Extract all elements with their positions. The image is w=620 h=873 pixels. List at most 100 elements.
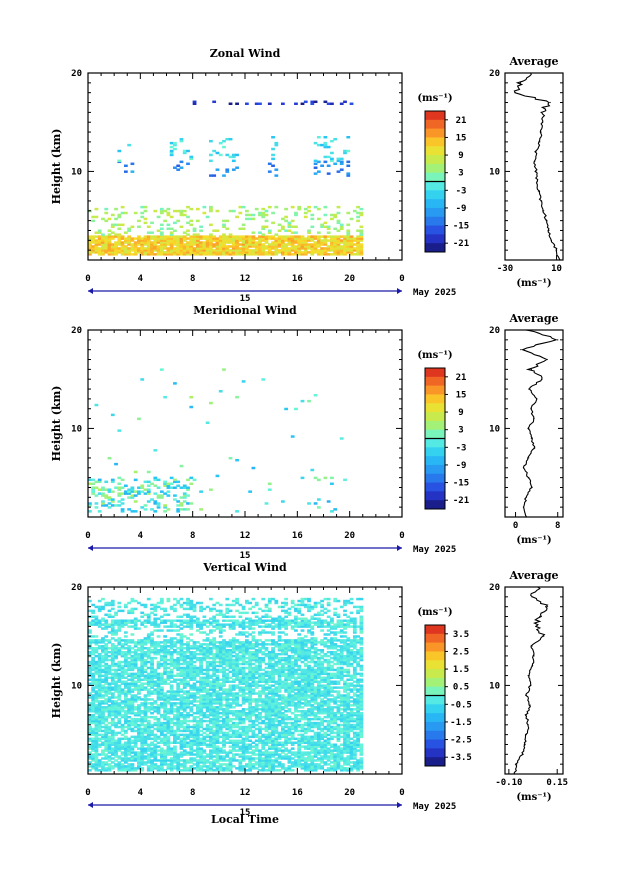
data-cell	[254, 702, 259, 705]
data-cell	[88, 502, 92, 505]
data-cell	[225, 702, 230, 705]
data-cell	[159, 654, 164, 658]
data-cell	[261, 237, 266, 240]
data-cell	[130, 660, 135, 664]
data-cell	[127, 706, 132, 709]
data-cell	[192, 682, 197, 685]
data-cell	[316, 478, 321, 482]
data-cell	[264, 763, 269, 766]
data-cell	[251, 466, 256, 470]
data-cell	[163, 658, 167, 662]
data-cell	[146, 710, 151, 713]
data-cell	[225, 733, 230, 737]
data-cell	[169, 623, 174, 626]
data-cell	[258, 253, 262, 256]
data-cell	[176, 688, 181, 691]
data-cell	[264, 717, 269, 721]
data-cell	[248, 694, 253, 697]
data-cell	[101, 713, 105, 717]
data-cell	[182, 739, 187, 743]
data-cell	[110, 237, 115, 240]
data-cell	[159, 207, 164, 211]
data-cell	[137, 417, 141, 421]
data-cell	[235, 723, 239, 727]
data-cell	[212, 639, 217, 642]
data-cell	[123, 253, 128, 256]
data-cell	[346, 243, 351, 246]
data-cell	[127, 621, 132, 624]
data-cell	[300, 399, 305, 403]
data-cell	[209, 674, 213, 678]
data-cell	[133, 627, 138, 630]
date-line-arrow	[397, 288, 402, 294]
data-cell	[313, 245, 318, 248]
data-cell	[182, 719, 187, 723]
data-cell	[153, 647, 158, 650]
data-cell	[241, 625, 246, 628]
data-cell	[133, 741, 138, 744]
data-cell	[166, 749, 171, 752]
data-cell	[251, 710, 256, 713]
data-cell	[248, 713, 253, 717]
data-cell	[91, 676, 96, 680]
data-cell	[212, 670, 217, 674]
data-cell	[245, 631, 249, 634]
data-cell	[264, 652, 269, 656]
data-cell	[182, 652, 187, 656]
data-cell	[143, 605, 148, 609]
data-cell	[264, 692, 269, 695]
data-cell	[91, 251, 96, 254]
data-cell	[195, 656, 200, 660]
data-cell	[169, 249, 174, 252]
data-cell	[176, 484, 181, 487]
data-cell	[261, 715, 266, 719]
data-cell	[231, 662, 236, 666]
data-cell	[130, 674, 135, 678]
data-cell	[241, 686, 246, 689]
data-cell	[192, 102, 197, 105]
data-cell	[101, 684, 105, 687]
data-cell	[274, 174, 279, 177]
data-cell	[222, 670, 226, 674]
data-cell	[94, 662, 99, 666]
data-cell	[101, 492, 105, 495]
data-cell	[153, 449, 158, 452]
data-cell	[156, 674, 161, 678]
data-cell	[150, 682, 154, 685]
data-cell	[104, 674, 109, 678]
data-cell	[264, 219, 269, 223]
data-cell	[173, 253, 177, 256]
data-cell	[123, 239, 128, 242]
data-cell	[251, 605, 256, 609]
data-cell	[114, 763, 118, 766]
data-cell	[163, 209, 167, 213]
data-cell	[192, 229, 197, 232]
data-cell	[120, 680, 125, 683]
data-cell	[245, 737, 249, 741]
data-cell	[101, 639, 105, 642]
data-cell	[251, 733, 256, 737]
data-cell	[186, 488, 190, 491]
data-cell	[179, 241, 184, 244]
data-cell	[143, 751, 148, 754]
data-cell	[173, 694, 177, 697]
data-cell	[238, 235, 243, 238]
data-cell	[127, 662, 132, 666]
data-cell	[349, 243, 354, 246]
data-cell	[326, 155, 331, 159]
profile-point	[543, 210, 545, 212]
y-tick-label: 20	[71, 69, 82, 79]
data-cell	[195, 649, 200, 652]
data-cell	[228, 735, 233, 739]
data-cell	[176, 682, 181, 685]
data-cell	[245, 751, 249, 754]
data-cell	[110, 751, 115, 754]
data-cell	[215, 739, 220, 743]
data-cell	[261, 743, 266, 746]
data-cell	[101, 597, 105, 601]
data-cell	[94, 668, 99, 672]
data-cell	[110, 719, 115, 723]
data-cell	[245, 102, 249, 105]
data-cell	[114, 652, 118, 656]
data-cell	[153, 682, 158, 685]
